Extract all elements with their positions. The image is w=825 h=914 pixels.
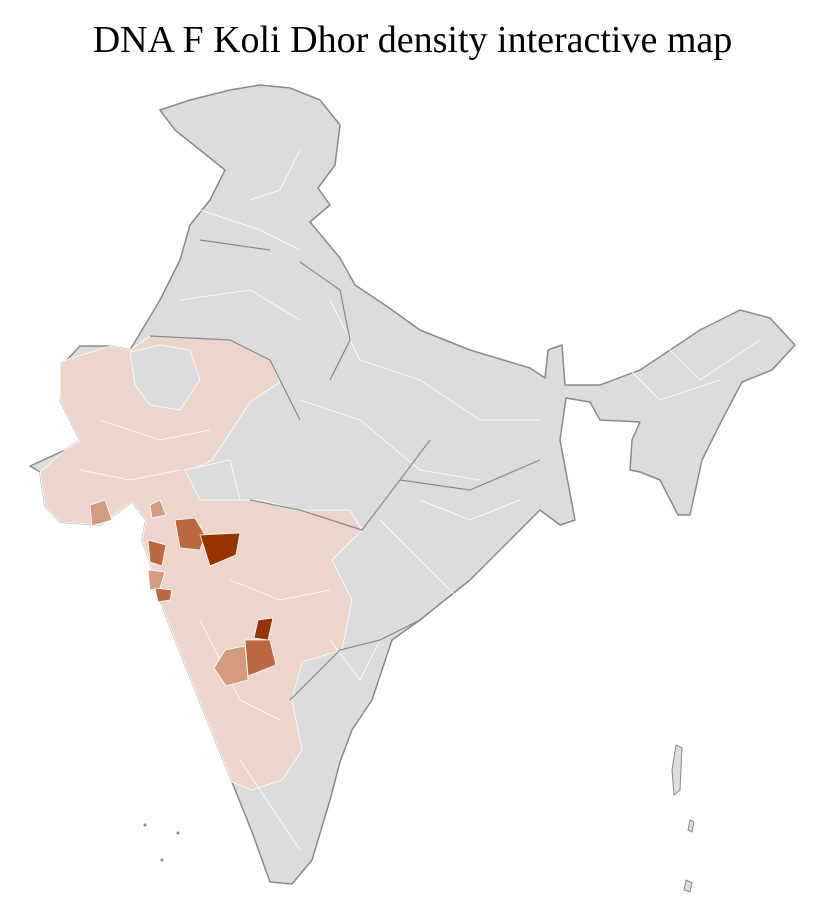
region-no-data[interactable] bbox=[184, 459, 241, 501]
district-high-density[interactable] bbox=[89, 499, 113, 527]
island bbox=[683, 879, 693, 893]
district-border bbox=[229, 579, 331, 601]
state-border bbox=[199, 239, 271, 251]
district-high-density[interactable] bbox=[213, 645, 249, 687]
island bbox=[160, 858, 164, 862]
region-low-density[interactable] bbox=[39, 335, 363, 791]
district-border bbox=[249, 149, 301, 201]
district-border bbox=[179, 289, 301, 321]
district-high-density[interactable] bbox=[244, 639, 277, 677]
state-border bbox=[289, 619, 421, 701]
state-border bbox=[299, 261, 351, 381]
island bbox=[687, 819, 695, 833]
region-no-data[interactable] bbox=[129, 344, 201, 411]
district-high-density[interactable] bbox=[199, 532, 241, 567]
island bbox=[176, 831, 180, 835]
district-border bbox=[419, 499, 521, 521]
state-border bbox=[399, 459, 541, 491]
district-high-density[interactable] bbox=[147, 569, 166, 591]
district-border bbox=[79, 469, 181, 481]
island bbox=[671, 744, 683, 796]
district-border bbox=[199, 209, 301, 251]
district-border bbox=[329, 639, 381, 681]
state-border bbox=[249, 439, 431, 531]
island bbox=[143, 823, 147, 827]
district-border bbox=[619, 359, 721, 401]
district-border bbox=[199, 619, 281, 721]
map-title: DNA F Koli Dhor density interactive map bbox=[92, 19, 733, 61]
district-high-density[interactable] bbox=[147, 539, 167, 567]
district-border bbox=[299, 399, 481, 481]
district-border bbox=[99, 419, 211, 441]
district-high-density[interactable] bbox=[149, 499, 167, 519]
district-border bbox=[649, 329, 761, 381]
district-border bbox=[239, 759, 301, 851]
state-border bbox=[149, 335, 301, 421]
district-high-density[interactable] bbox=[154, 587, 173, 603]
district-border bbox=[379, 519, 461, 601]
